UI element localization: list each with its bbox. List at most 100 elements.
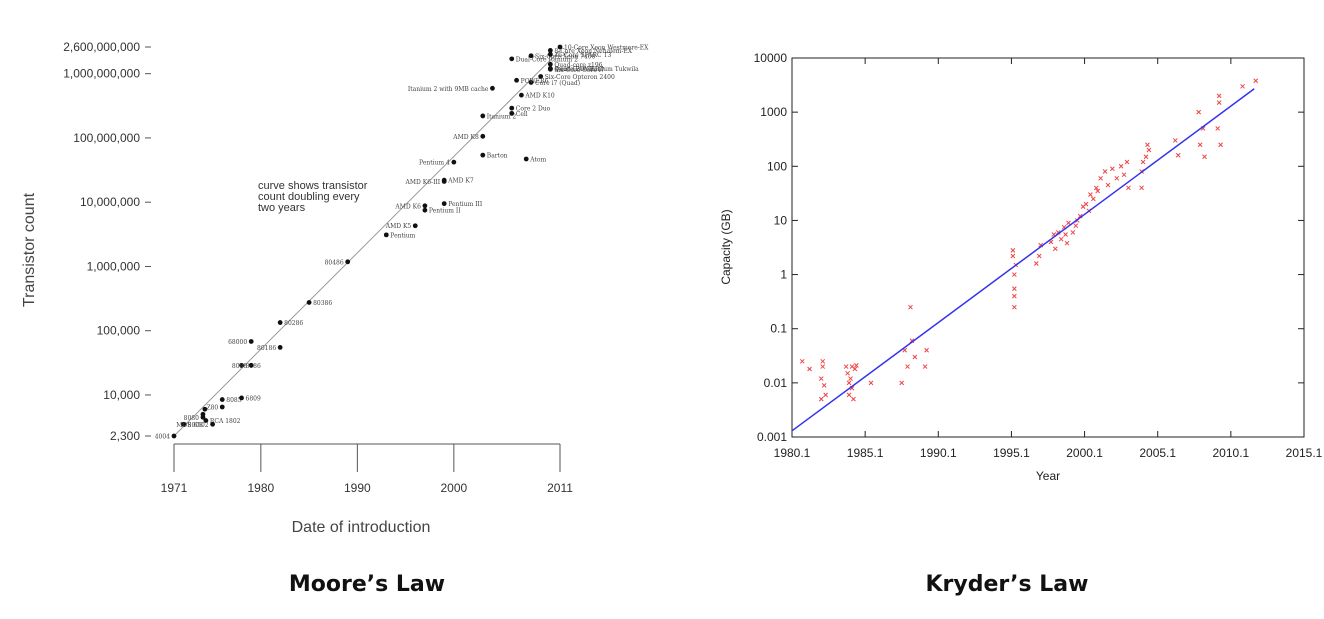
kryder-point-stroke [1139,185,1144,191]
kryder-point [854,363,859,368]
kryder-trend-line [791,88,1255,432]
kryder-point [823,392,828,398]
kryder-point-stroke [845,370,850,376]
kryder-point [799,358,805,364]
kryder-point [1140,159,1146,165]
kryder-point [820,364,826,369]
kryder-point-stroke [799,358,805,364]
kryder-point-stroke [1118,163,1124,169]
kryder-point-stroke [1196,109,1202,115]
moore-y-tick-label: 10,000 [103,388,140,402]
moore-point [203,418,209,423]
moore-point [200,411,206,417]
kryder-point [908,304,913,310]
moore-point-label: Atom [529,157,546,164]
kryder-point-stroke [849,385,855,391]
moore-y-tick-label: 100,000 [97,324,141,338]
moore-point [547,48,553,53]
moore-point [248,339,254,344]
moore-annotation-line: two years [258,202,306,214]
kryder-point-stroke [1140,159,1146,165]
kryder-plot-frame [791,57,1305,438]
moore-point [422,203,428,209]
kryder-point [1240,83,1245,89]
kryder-point-stroke [1143,154,1149,160]
moore-point-label: Itanium 2 with 9MB cache [408,86,489,93]
kryder-point-stroke [1058,236,1064,242]
kryder-point-stroke [1083,201,1089,207]
moore-point-label: 8085 [226,397,241,404]
moore-point [538,74,544,79]
kryder-point [1215,126,1221,131]
kryder-point [912,354,918,360]
kryder-x-tick-label: 2010.1 [1213,446,1250,460]
kryder-point [1012,304,1017,310]
moore-point [202,406,208,412]
kryder-point-stroke [1216,100,1222,105]
moore-y-tick-label: 2,600,000,000 [63,40,140,54]
kryder-point [1139,185,1144,191]
moore-point [441,177,447,183]
kryder-point-stroke [1055,230,1061,235]
moore-point-label: Quad-core z196 [554,62,602,69]
moore-point-label: 80386 [313,300,332,307]
kryder-point [924,347,929,353]
moore-caption: Moore’s Law [288,572,446,597]
moore-point [480,113,486,119]
kryder-x-tick-label: 1985.1 [847,446,884,460]
kryder-point-stroke [922,364,928,369]
kryder-point-stroke [1012,293,1017,299]
moore-point-label: Pentium III [448,201,483,208]
moore-point-label: RCA 1802 [210,418,241,425]
moore-point-label: 4004 [155,434,170,441]
kryder-point [843,364,849,369]
kryder-point-stroke [818,376,824,381]
kryder-point-stroke [1063,232,1068,237]
kryder-point-stroke [1197,142,1203,148]
kryder-point-stroke [823,392,828,398]
moore-annotation: curve shows transistor count doubling eve… [258,180,368,214]
kryder-point-stroke [909,338,915,344]
moore-y-axis-label: Transistor count [21,192,38,307]
moore-point [523,156,529,162]
moore-point [490,85,495,91]
kryder-point [909,338,915,344]
moore-y-tick-label: 2,300 [110,429,140,443]
moore-point-label: Six-Core Xeon 7400 [535,53,596,60]
kryder-point [807,366,812,372]
kryder-points [799,78,1259,402]
moore-point-label: Six-Core Core i7 [554,67,604,74]
kryder-point-stroke [1064,240,1070,246]
moore-point-label: 80286 [284,320,303,327]
moore-point [519,92,524,98]
moore-point [528,53,534,59]
kryder-point-stroke [1145,142,1150,148]
kryder-point-stroke [1124,159,1130,165]
kryder-point [1105,182,1111,188]
kryder-point [845,370,850,376]
kryder-point-stroke [851,396,856,402]
kryder-point-stroke [1051,232,1057,237]
kryder-point [1175,152,1181,158]
moore-point [181,421,187,427]
kryder-point-stroke [849,364,855,369]
moore-y-tick-label: 10,000,000 [80,195,140,209]
kryder-point-stroke [905,364,910,369]
kryder-point-stroke [1126,185,1131,191]
kryder-point-stroke [1093,185,1099,191]
kryder-point-stroke [1146,147,1152,153]
kryder-point [1063,232,1068,237]
kryder-point-stroke [902,347,907,353]
moore-point-label: POWER6 [521,78,549,85]
kryder-point [1216,100,1222,105]
kryder-point-stroke [1090,196,1096,202]
kryder-point-stroke [820,358,826,364]
moore-point-label: 80186 [257,345,276,352]
kryder-point-stroke [1088,192,1093,197]
moore-point [171,433,177,439]
moore-point-label: AMD K6-III [405,179,441,186]
kryder-point-stroke [848,376,853,381]
kryder-point [1095,188,1101,194]
moore-point [239,395,244,401]
